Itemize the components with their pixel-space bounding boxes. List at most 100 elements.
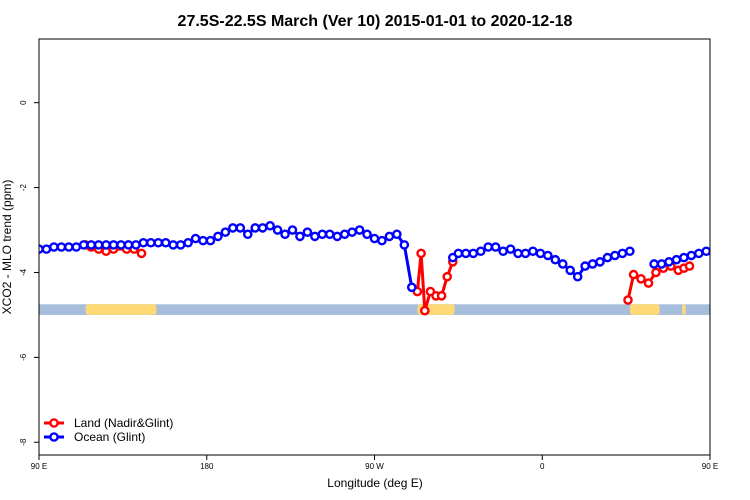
data-point — [406, 282, 417, 293]
data-point — [86, 240, 96, 250]
data-point — [362, 229, 372, 240]
x-axis: 90 E 180 90 W 0 90 E — [31, 455, 718, 471]
data-point — [732, 246, 739, 253]
x-tick-label: 0 — [540, 462, 545, 471]
series-ocean — [39, 220, 747, 293]
data-point — [513, 248, 523, 259]
data-point — [339, 229, 350, 240]
land-band-segment — [85, 304, 157, 315]
data-point — [651, 267, 661, 278]
data-point — [280, 229, 290, 240]
data-point — [190, 233, 201, 244]
data-point — [347, 227, 357, 237]
data-point — [377, 235, 387, 246]
data-point — [399, 240, 410, 250]
data-point — [490, 242, 501, 252]
data-point — [679, 252, 689, 263]
data-point — [49, 242, 59, 252]
x-tick-label: 90 W — [365, 462, 384, 471]
data-point — [183, 237, 193, 248]
data-point — [93, 240, 104, 250]
data-point — [436, 291, 447, 301]
data-point — [369, 233, 380, 244]
data-point — [302, 227, 313, 237]
data-point — [557, 259, 568, 269]
data-point — [520, 248, 531, 259]
data-point — [550, 254, 561, 265]
chart-title: 27.5S-22.5S March (Ver 10) 2015-01-01 to… — [178, 13, 573, 30]
data-point — [123, 240, 134, 250]
y-tick-label: -6 — [19, 353, 28, 361]
legend-label: Land (Nadir&Glint) — [74, 416, 173, 430]
data-point — [740, 246, 747, 253]
data-point — [664, 257, 674, 267]
data-point — [242, 229, 253, 240]
data-point — [220, 227, 231, 237]
data-point — [235, 223, 246, 233]
land-band-segment — [682, 304, 686, 315]
data-point — [543, 250, 553, 261]
data-point — [205, 235, 216, 246]
x-tick-label: 90 E — [31, 462, 47, 471]
data-point — [461, 248, 471, 259]
data-point — [602, 252, 613, 263]
data-point — [498, 246, 508, 257]
legend-marker — [49, 418, 59, 428]
data-point — [131, 240, 141, 250]
data-point — [617, 248, 628, 259]
data-point — [146, 237, 156, 248]
data-point — [625, 246, 635, 257]
data-point — [116, 240, 126, 250]
y-tick-label: 0 — [19, 100, 28, 105]
data-point — [694, 248, 704, 259]
data-point — [332, 231, 343, 242]
data-point — [420, 305, 430, 316]
data-point — [160, 237, 171, 248]
y-tick-label: -4 — [19, 268, 28, 276]
legend-label: Ocean (Glint) — [74, 430, 145, 444]
data-point — [287, 225, 298, 235]
y-tick-label: -8 — [19, 438, 28, 446]
data-point — [535, 248, 546, 259]
data-point — [671, 254, 682, 265]
data-point — [392, 229, 402, 240]
data-point — [580, 261, 590, 271]
data-point — [725, 250, 732, 257]
data-point — [595, 257, 605, 267]
data-point — [153, 237, 164, 248]
data-point — [175, 240, 186, 250]
data-point — [442, 271, 452, 282]
data-point — [138, 237, 149, 248]
legend-marker — [49, 432, 59, 442]
legend: Land (Nadir&Glint)Ocean (Glint) — [44, 416, 173, 444]
data-point — [643, 278, 654, 288]
x-axis-label: Longitude (deg E) — [327, 476, 422, 490]
data-point — [78, 240, 89, 250]
y-axis: 0 -2 -4 -6 -8 — [19, 100, 39, 446]
data-point — [684, 261, 695, 271]
data-point — [317, 229, 328, 240]
data-point — [384, 231, 395, 242]
data-point — [636, 274, 646, 284]
data-point — [483, 242, 493, 252]
series-line — [415, 251, 455, 313]
data-point — [310, 231, 320, 242]
data-point — [101, 240, 111, 250]
data-point — [272, 225, 283, 235]
legend-item: Ocean (Glint) — [44, 430, 145, 444]
x-tick-label: 180 — [200, 462, 214, 471]
data-point — [213, 231, 223, 242]
data-point — [708, 250, 710, 257]
legend-item: Land (Nadir&Glint) — [44, 416, 173, 430]
data-point — [453, 248, 464, 259]
data-point — [649, 259, 659, 269]
data-point — [528, 246, 538, 257]
data-point — [41, 244, 52, 254]
data-point — [168, 240, 178, 250]
ocean-band — [39, 304, 710, 315]
data-point — [228, 223, 238, 233]
data-point — [610, 250, 620, 261]
data-point — [623, 295, 633, 305]
data-point — [628, 269, 639, 280]
